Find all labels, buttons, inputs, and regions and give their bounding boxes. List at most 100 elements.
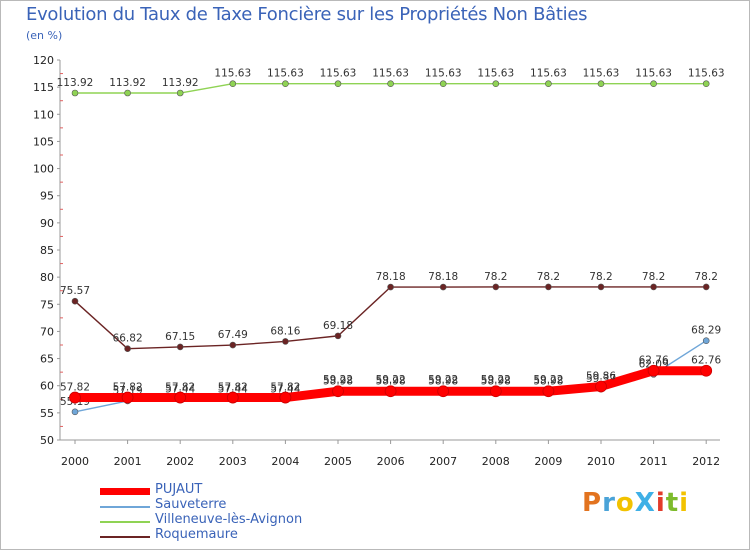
y-tick-label: 80	[40, 271, 54, 284]
data-label: 78.2	[695, 271, 718, 283]
legend-swatch	[100, 536, 150, 538]
data-label: 115.63	[635, 68, 672, 80]
data-label: 66.82	[113, 333, 143, 345]
data-point	[124, 89, 131, 97]
data-label: 115.63	[425, 68, 462, 80]
data-label: 115.63	[688, 68, 725, 80]
y-tick-label: 100	[33, 163, 54, 176]
logo-letter: P	[582, 488, 603, 518]
data-point	[650, 80, 657, 88]
data-point	[439, 80, 447, 88]
y-tick-label: 50	[40, 434, 54, 447]
data-point	[332, 385, 344, 398]
data-point	[702, 80, 710, 88]
x-tick-label: 2004	[271, 455, 299, 468]
data-label: 67.15	[165, 331, 195, 343]
data-point	[229, 80, 237, 88]
data-point	[174, 391, 187, 404]
data-label: 68.29	[691, 325, 721, 337]
data-point	[700, 364, 713, 377]
data-point	[545, 80, 552, 88]
x-tick-label: 2011	[640, 455, 668, 468]
y-tick-label: 105	[33, 135, 54, 148]
y-tick-label: 115	[33, 81, 54, 94]
data-label: 58.98	[533, 375, 563, 387]
data-label: 59.22	[481, 374, 511, 386]
data-point	[121, 391, 134, 404]
data-label: 59.22	[428, 374, 458, 386]
data-label: 113.92	[57, 77, 94, 89]
y-tick-label: 70	[40, 325, 54, 338]
data-point	[69, 391, 81, 404]
data-label: 115.63	[530, 68, 567, 80]
y-tick-label: 60	[40, 380, 54, 393]
data-point	[702, 337, 710, 345]
data-point	[597, 283, 605, 291]
data-point	[176, 89, 184, 97]
legend-swatch	[100, 488, 150, 495]
logo-letter: t	[665, 488, 680, 518]
data-label: 115.63	[583, 68, 620, 80]
data-label: 62.76	[639, 355, 669, 367]
data-label: 59.22	[323, 374, 353, 386]
data-point	[176, 343, 184, 351]
data-label: 62.76	[691, 355, 721, 367]
data-point	[702, 283, 710, 291]
data-label: 59.22	[533, 374, 563, 386]
x-tick-label: 2008	[482, 455, 510, 468]
data-point	[229, 341, 237, 349]
y-tick-label: 110	[33, 108, 54, 121]
data-label: 78.18	[376, 271, 406, 283]
y-tick-label: 65	[40, 353, 54, 366]
legend-label: Sauveterre	[155, 497, 227, 512]
logo-letter: r	[602, 488, 616, 518]
data-point	[595, 380, 607, 393]
data-label: 57.82	[113, 382, 143, 394]
data-point	[387, 80, 394, 88]
x-tick-label: 2006	[377, 455, 405, 468]
x-tick-label: 2012	[692, 455, 720, 468]
x-tick-label: 2000	[61, 455, 89, 468]
data-point	[437, 385, 450, 398]
logo-letter: i	[679, 488, 690, 518]
data-label: 57.82	[165, 382, 195, 394]
y-tick-label: 120	[33, 54, 54, 67]
data-point	[384, 385, 397, 398]
logo-letter: X	[634, 488, 656, 518]
data-label: 115.63	[267, 68, 304, 80]
data-point	[542, 385, 555, 398]
data-point	[334, 332, 342, 340]
legend-swatch	[100, 521, 150, 523]
x-tick-label: 2007	[429, 455, 457, 468]
logo-letter: o	[615, 488, 635, 518]
x-tick-label: 2002	[166, 455, 194, 468]
data-label: 57.82	[60, 382, 90, 394]
data-point	[387, 283, 394, 291]
data-label: 78.2	[484, 271, 507, 283]
data-point	[282, 338, 289, 345]
y-tick-label: 95	[40, 190, 54, 203]
data-point	[650, 283, 657, 291]
data-point	[492, 283, 500, 291]
data-label: 57.44	[218, 384, 248, 396]
chart-title: Evolution du Taux de Taxe Foncière sur l…	[26, 4, 588, 25]
data-label: 78.2	[642, 271, 665, 283]
legend-label: Roquemaure	[155, 527, 238, 542]
data-label: 58.98	[323, 375, 353, 387]
data-label: 115.63	[214, 68, 251, 80]
data-label: 58.98	[428, 375, 458, 387]
data-point	[282, 80, 289, 88]
y-tick-label: 90	[40, 217, 54, 230]
data-label: 113.92	[109, 77, 146, 89]
data-label: 58.98	[376, 375, 406, 387]
data-label: 75.57	[60, 285, 90, 297]
data-label: 115.63	[372, 68, 409, 80]
y-tick-label: 85	[40, 244, 54, 257]
legend-swatch	[100, 506, 150, 508]
data-label: 67.49	[218, 329, 248, 341]
data-point	[597, 80, 605, 88]
data-label: 78.2	[537, 271, 560, 283]
data-point	[226, 391, 239, 404]
data-label: 78.18	[428, 271, 458, 283]
